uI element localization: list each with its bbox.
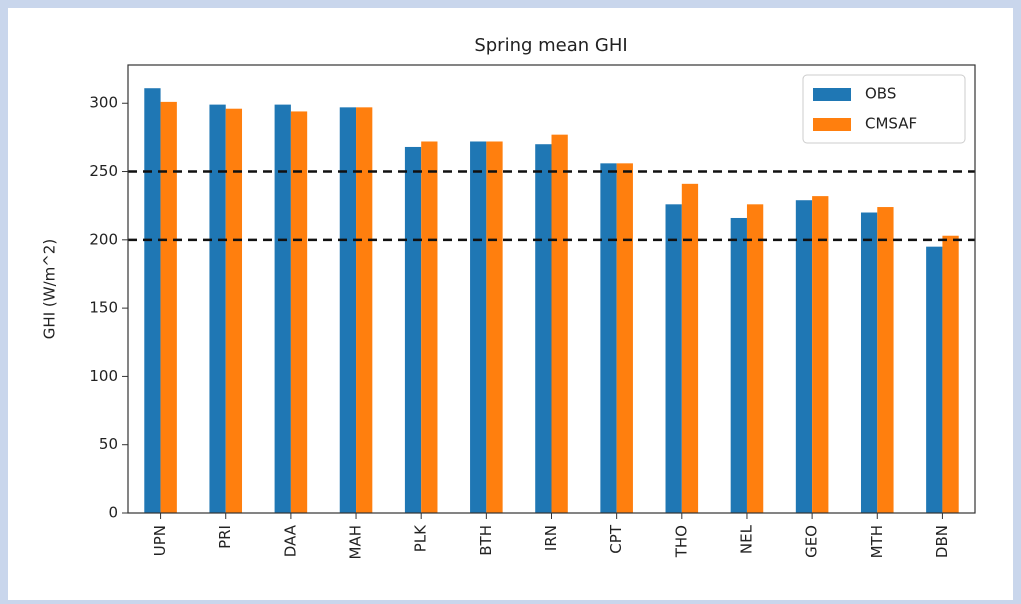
x-tick-label: PRI	[216, 525, 234, 549]
bar	[486, 141, 503, 514]
bar	[160, 101, 177, 513]
bar	[209, 104, 226, 514]
bar	[339, 107, 357, 513]
bar	[812, 196, 829, 513]
x-tick-label: THO	[672, 525, 690, 558]
x-tick-label: MAH	[347, 525, 365, 559]
bar	[942, 235, 959, 514]
bar	[290, 111, 308, 513]
legend-swatch	[813, 88, 851, 101]
y-tick-label: 250	[89, 162, 118, 180]
x-tick-label: MTH	[868, 525, 886, 558]
bar	[600, 163, 617, 513]
y-tick-label: 200	[89, 230, 118, 248]
x-tick-label: PLK	[412, 524, 430, 552]
bar	[616, 163, 633, 513]
x-tick-label: UPN	[151, 525, 169, 556]
x-tick-label: NEL	[737, 524, 755, 554]
bar	[356, 107, 373, 513]
legend-label: CMSAF	[865, 115, 917, 133]
bar	[795, 200, 813, 513]
y-tick-label: 50	[99, 435, 118, 453]
x-tick-label: DAA	[281, 524, 299, 557]
legend-swatch	[813, 118, 851, 131]
bar	[535, 144, 552, 513]
y-tick-label: 150	[89, 299, 118, 317]
bar	[746, 204, 764, 513]
chart-title: Spring mean GHI	[474, 35, 627, 56]
bar	[470, 141, 487, 514]
x-tick-label: DBN	[933, 525, 951, 558]
bar	[877, 207, 894, 514]
bar	[665, 204, 682, 513]
bar	[681, 183, 699, 513]
bar	[274, 104, 291, 514]
y-tick-label: 300	[89, 94, 118, 112]
legend-label: OBS	[865, 85, 896, 103]
bar	[404, 146, 422, 513]
bar	[730, 217, 747, 513]
x-tick-label: GEO	[803, 525, 821, 558]
bar	[144, 88, 161, 513]
y-tick-label: 100	[89, 367, 118, 385]
bar	[926, 246, 943, 513]
x-tick-label: CPT	[607, 524, 625, 554]
plot-frame	[127, 64, 976, 514]
y-axis-label: GHI (W/m^2)	[41, 239, 59, 339]
bar	[860, 212, 878, 513]
bar	[421, 141, 438, 514]
x-tick-label: IRN	[542, 525, 560, 551]
x-tick-label: BTH	[477, 525, 495, 556]
bar	[225, 108, 243, 514]
y-tick-label: 0	[108, 504, 118, 522]
bar	[551, 134, 568, 513]
